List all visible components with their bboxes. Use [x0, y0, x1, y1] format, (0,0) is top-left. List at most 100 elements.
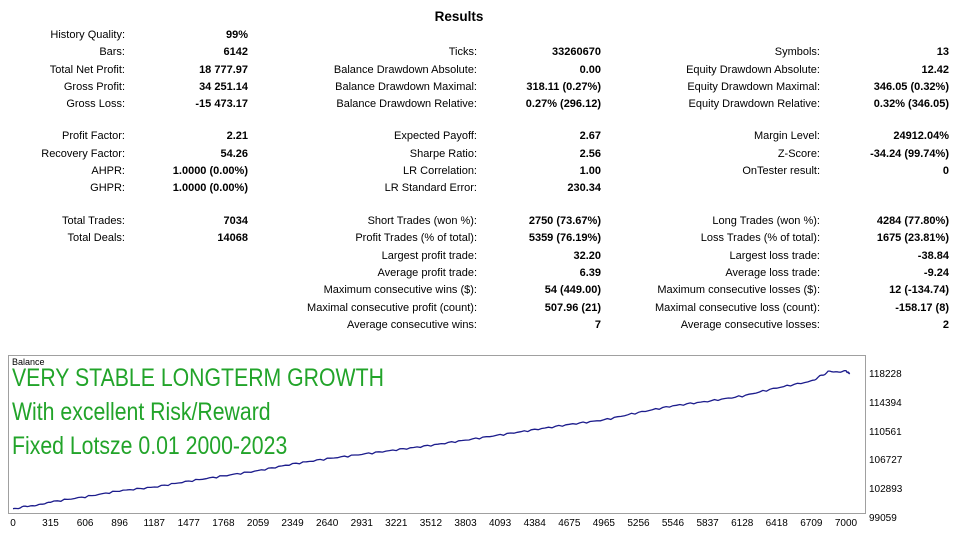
equity-dd-rel-value: 0.32% (346.05): [873, 98, 949, 110]
ontester-result-value: 0: [942, 165, 949, 177]
x-tick-label: 4384: [523, 518, 546, 529]
balance-dd-rel-label: Balance Drawdown Relative:: [336, 98, 477, 110]
x-tick-label: 1187: [143, 518, 166, 529]
x-tick-label: 7000: [834, 518, 858, 529]
x-tick-label: 2931: [350, 518, 373, 529]
equity-dd-max-label: Equity Drawdown Maximal:: [687, 81, 820, 93]
maximal-consec-loss-value: -158.17 (8): [895, 302, 949, 314]
bars-label: Bars:: [99, 46, 125, 58]
sharpe-ratio-label: Sharpe Ratio:: [409, 148, 477, 160]
maximal-consec-profit-value: 507.96 (21): [544, 302, 601, 314]
ghpr-value: 1.0000 (0.00%): [172, 182, 248, 194]
max-consec-losses-value: 12 (-134.74): [889, 284, 949, 296]
equity-dd-max-value: 346.05 (0.32%): [873, 81, 949, 93]
overlay-text-line-3: Fixed Lotsze 0.01 2000-2023: [12, 432, 288, 460]
largest-loss-value: -38.84: [917, 250, 949, 262]
x-tick-label: 5837: [696, 518, 719, 529]
loss-trades-label: Loss Trades (% of total):: [700, 232, 820, 244]
avg-consec-losses-label: Average consecutive losses:: [680, 319, 820, 331]
balance-series-line: [12, 370, 851, 510]
profit-trades-value: 5359 (76.19%): [528, 232, 601, 244]
ahpr-label: AHPR:: [91, 165, 125, 177]
expected-payoff-label: Expected Payoff:: [394, 130, 477, 142]
balance-chart-name: Balance: [12, 357, 45, 367]
avg-consec-wins-value: 7: [594, 319, 601, 331]
max-consec-wins-label: Maximum consecutive wins ($):: [323, 284, 477, 296]
total-trades-label: Total Trades:: [62, 215, 125, 227]
lr-std-error-value: 230.34: [567, 182, 601, 194]
total-deals-value: 14068: [217, 232, 248, 244]
largest-profit-value: 32.20: [573, 250, 601, 262]
balance-dd-rel-value: 0.27% (296.12): [525, 98, 601, 110]
long-trades-label: Long Trades (won %):: [712, 215, 820, 227]
avg-consec-losses-value: 2: [942, 319, 949, 331]
bars-value: 6142: [223, 46, 248, 58]
y-tick-label: 118228: [869, 369, 902, 380]
gross-profit-value: 34 251.14: [199, 81, 248, 93]
max-consec-losses-label: Maximum consecutive losses ($):: [657, 284, 820, 296]
x-tick-label: 4965: [592, 518, 615, 529]
x-tick-label: 606: [76, 518, 94, 529]
x-tick-label: 5256: [627, 518, 650, 529]
lr-correlation-label: LR Correlation:: [403, 165, 477, 177]
x-tick-label: 2349: [281, 518, 304, 529]
largest-loss-label: Largest loss trade:: [729, 250, 821, 262]
z-score-label: Z-Score:: [777, 148, 820, 160]
ontester-result-label: OnTester result:: [742, 165, 820, 177]
equity-dd-rel-label: Equity Drawdown Relative:: [688, 98, 820, 110]
margin-level-label: Margin Level:: [753, 130, 820, 142]
results-title: Results: [434, 9, 484, 24]
long-trades-value: 4284 (77.80%): [876, 215, 949, 227]
equity-dd-abs-label: Equity Drawdown Absolute:: [686, 64, 820, 76]
profit-trades-label: Profit Trades (% of total):: [355, 232, 477, 244]
y-tick-label: 102893: [869, 484, 903, 495]
x-tick-label: 896: [111, 518, 128, 529]
short-trades-value: 2750 (73.67%): [528, 215, 601, 227]
x-tick-label: 1768: [212, 518, 235, 529]
profit-factor-value: 2.21: [226, 130, 248, 142]
largest-profit-label: Largest profit trade:: [381, 250, 477, 262]
lr-correlation-value: 1.00: [579, 165, 601, 177]
gross-profit-label: Gross Profit:: [63, 81, 125, 93]
y-tick-label: 106727: [869, 455, 903, 466]
gross-loss-label: Gross Loss:: [66, 98, 125, 110]
history-quality-value: 99%: [225, 29, 248, 41]
average-profit-value: 6.39: [579, 267, 601, 279]
z-score-value: -34.24 (99.74%): [870, 148, 949, 160]
gross-loss-value: -15 473.17: [195, 98, 248, 110]
average-profit-label: Average profit trade:: [377, 267, 477, 279]
balance-dd-max-label: Balance Drawdown Maximal:: [335, 81, 477, 93]
ticks-value: 33260670: [552, 46, 601, 58]
x-tick-label: 3512: [419, 518, 443, 529]
x-tick-label: 3221: [385, 518, 408, 529]
overlay-text-line-2: With excellent Risk/Reward: [12, 398, 271, 426]
recovery-factor-value: 54.26: [220, 148, 248, 160]
symbols-label: Symbols:: [774, 46, 820, 58]
profit-factor-label: Profit Factor:: [62, 130, 125, 142]
x-tick-label: 5546: [661, 518, 685, 529]
balance-dd-max-value: 318.11 (0.27%): [526, 81, 601, 93]
ahpr-value: 1.0000 (0.00%): [172, 165, 248, 177]
x-tick-label: 0: [10, 518, 16, 529]
symbols-value: 13: [936, 46, 949, 58]
expected-payoff-value: 2.67: [579, 130, 601, 142]
total-deals-label: Total Deals:: [67, 232, 125, 244]
y-tick-label: 110561: [869, 427, 902, 438]
average-loss-value: -9.24: [923, 267, 949, 279]
x-tick-label: 3803: [454, 518, 477, 529]
x-tick-label: 315: [42, 518, 59, 529]
x-tick-label: 2640: [316, 518, 339, 529]
x-tick-label: 4675: [558, 518, 581, 529]
short-trades-label: Short Trades (won %):: [367, 215, 477, 227]
average-loss-label: Average loss trade:: [725, 267, 820, 279]
avg-consec-wins-label: Average consecutive wins:: [346, 319, 477, 331]
recovery-factor-label: Recovery Factor:: [41, 148, 125, 160]
sharpe-ratio-value: 2.56: [579, 148, 601, 160]
x-tick-label: 6418: [765, 518, 788, 529]
x-tick-label: 1477: [177, 518, 200, 529]
x-tick-label: 4093: [488, 518, 512, 529]
max-consec-wins-value: 54 (449.00): [544, 284, 601, 296]
x-tick-label: 6709: [800, 518, 823, 529]
ghpr-label: GHPR:: [90, 182, 125, 194]
